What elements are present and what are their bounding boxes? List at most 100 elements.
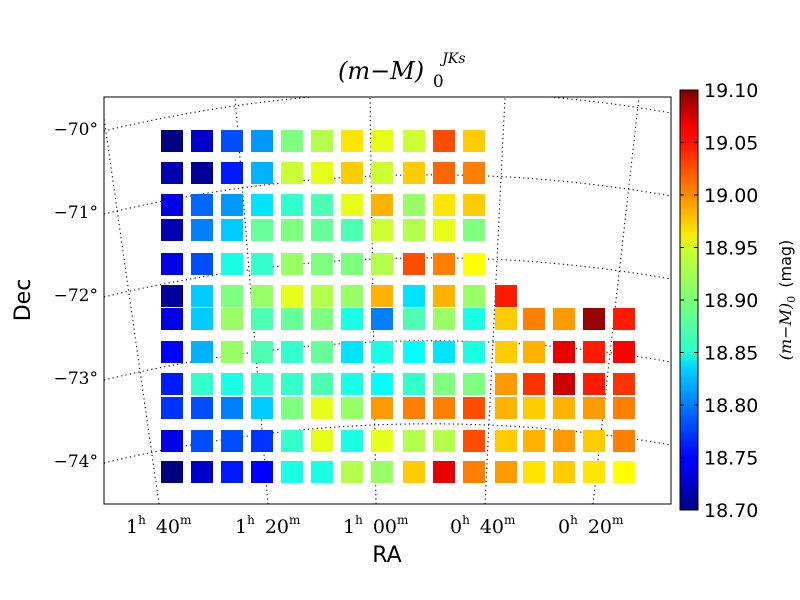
heatmap-tile [433,461,455,483]
heatmap-tile [495,397,517,419]
heatmap-tile [495,461,517,483]
heatmap-tile [251,130,273,152]
heatmap-tile [221,308,243,330]
heatmap-tile [281,373,303,395]
heatmap-tile [403,194,425,216]
heatmap-tile [281,397,303,419]
heatmap-tile [403,461,425,483]
heatmap-tile [433,130,455,152]
heatmap-tile [251,219,273,241]
heatmap-tile [523,373,545,395]
heatmap-tile [221,341,243,363]
heatmap-tile [523,341,545,363]
heatmap-tile [221,219,243,241]
heatmap-tile [403,130,425,152]
heatmap-tile [191,308,213,330]
heatmap-tile [495,341,517,363]
ra-tick-label: 1h 20m [235,513,301,538]
heatmap-tile [341,430,363,452]
heatmap-tile [553,341,575,363]
heatmap-tile [311,285,333,307]
heatmap-tile [161,308,183,330]
heatmap-tile [161,461,183,483]
colorbar-tick-label: 19.05 [704,133,758,155]
chart-title-main: (m−M) [338,57,424,85]
colorbar-tick-label: 18.95 [704,238,758,260]
chart-title: (m−M) 0 JKs [338,51,466,93]
heatmap-tile [221,194,243,216]
heatmap-tile [553,373,575,395]
x-axis-label: RA [372,543,401,568]
heatmap-tile [613,397,635,419]
heatmap-tile [433,341,455,363]
heatmap-tile [433,253,455,275]
dec-tick-label: −72° [54,286,98,306]
ra-tick-label: 1h 40m [126,513,192,538]
heatmap-tile [403,373,425,395]
heatmap-tile [251,308,273,330]
heatmap-tile [371,130,393,152]
heatmap-tile [161,397,183,419]
heatmap-tile [583,397,605,419]
heatmap-tile [311,373,333,395]
heatmap-tile [251,430,273,452]
heatmap-tile [161,162,183,184]
heatmap-tile [191,430,213,452]
heatmap-tile [281,461,303,483]
dec-tick-label: −71° [54,203,98,223]
heatmap-tile [311,130,333,152]
colorbar-label-unit: (mag) [776,240,795,288]
heatmap-tile [221,130,243,152]
heatmap-tile [523,308,545,330]
heatmap-tile [583,373,605,395]
dec-gridline-70 [104,97,671,132]
ra-tick-label: 0h 20m [558,513,624,538]
heatmap-tile [583,308,605,330]
colorbar-tick-label: 19.10 [704,80,758,102]
heatmap-tile [613,341,635,363]
heatmap-tile [341,308,363,330]
heatmap-tile [495,430,517,452]
colorbar-tick-label: 18.85 [704,343,758,365]
heatmap-tile [463,430,485,452]
heatmap-tile [433,308,455,330]
heatmap-tile [191,285,213,307]
heatmap-tile [341,461,363,483]
heatmap-tile [221,285,243,307]
ra-gridline-0h40m [484,97,506,504]
heatmap-tile [403,162,425,184]
heatmap-tile [311,461,333,483]
heatmap-tile [403,430,425,452]
heatmap-tile [251,162,273,184]
heatmap-tile [311,162,333,184]
heatmap-tile [523,397,545,419]
heatmap-tile [251,194,273,216]
heatmap-tile [613,373,635,395]
colorbar-tick-label: 18.70 [704,500,758,522]
heatmap-tile [281,194,303,216]
heatmap-tile [341,219,363,241]
heatmap-tile [463,194,485,216]
heatmap-tile [371,430,393,452]
heatmap-tile [281,341,303,363]
heatmap-tile [311,219,333,241]
heatmap-tile [191,194,213,216]
heatmap-tile [191,341,213,363]
heatmap-tile [433,430,455,452]
heatmap-tile [191,253,213,275]
heatmap-tile [281,430,303,452]
heatmap-tile [371,308,393,330]
heatmap-tile [311,397,333,419]
heatmap-tile [341,130,363,152]
heatmap-tile [341,194,363,216]
colorbar-label-sub: 0 [785,296,798,303]
heatmap-tile [553,397,575,419]
heatmap-tile [221,397,243,419]
heatmap-tile [221,162,243,184]
heatmap-tile [311,308,333,330]
heatmap-tile [281,285,303,307]
heatmap-tile [341,373,363,395]
heatmap-tile [463,162,485,184]
heatmap-tile [191,461,213,483]
